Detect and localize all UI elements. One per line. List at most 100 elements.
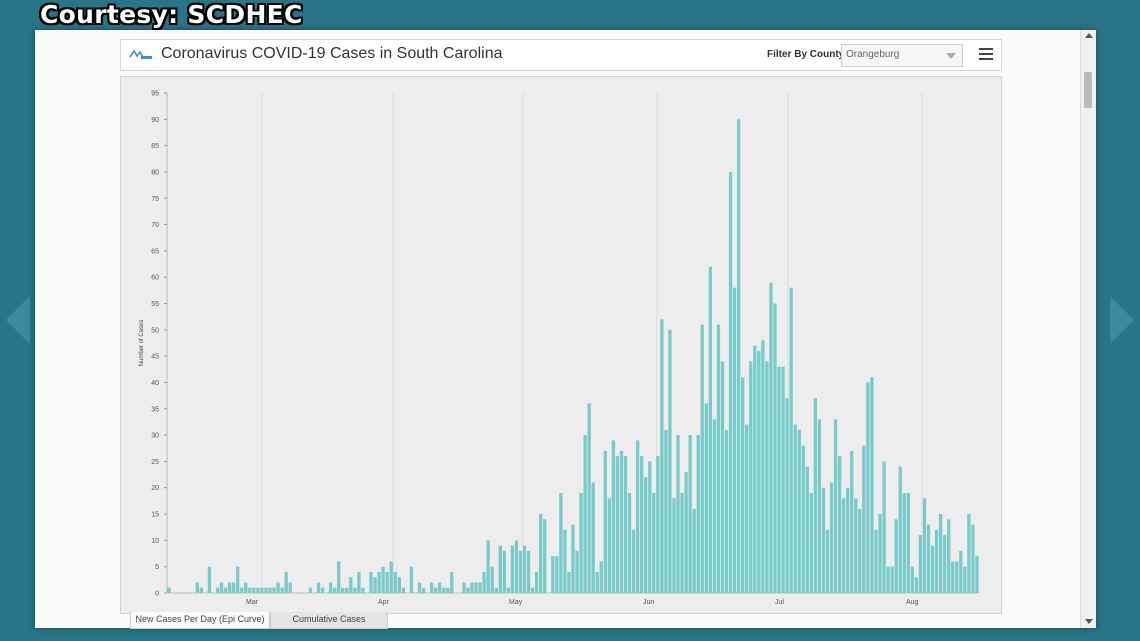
bar[interactable] xyxy=(328,582,333,593)
bar[interactable] xyxy=(510,545,515,593)
bar[interactable] xyxy=(890,566,894,593)
bar[interactable] xyxy=(858,508,862,593)
bar[interactable] xyxy=(623,456,628,593)
bar[interactable] xyxy=(854,498,858,593)
bar[interactable] xyxy=(773,303,777,593)
bar[interactable] xyxy=(539,514,543,593)
bar[interactable] xyxy=(373,577,377,593)
bar[interactable] xyxy=(947,519,951,593)
bar[interactable] xyxy=(381,566,385,593)
bar[interactable] xyxy=(801,445,805,593)
bar[interactable] xyxy=(429,582,434,593)
bar[interactable] xyxy=(341,587,345,593)
bar[interactable] xyxy=(656,456,660,593)
bar[interactable] xyxy=(308,587,313,593)
bar[interactable] xyxy=(757,350,761,593)
bar[interactable] xyxy=(397,577,401,593)
bar[interactable] xyxy=(486,540,490,593)
bar[interactable] xyxy=(745,424,749,593)
bar[interactable] xyxy=(288,582,292,593)
bar[interactable] xyxy=(894,519,898,593)
bar[interactable] xyxy=(898,466,902,593)
bar[interactable] xyxy=(785,398,789,593)
bar[interactable] xyxy=(494,587,498,593)
bar[interactable] xyxy=(837,456,842,593)
bar[interactable] xyxy=(611,440,616,593)
bar[interactable] xyxy=(215,587,220,593)
bar[interactable] xyxy=(421,587,426,593)
bar[interactable] xyxy=(442,587,446,593)
bar[interactable] xyxy=(934,529,939,593)
bar[interactable] xyxy=(478,582,482,593)
bar[interactable] xyxy=(684,471,688,593)
bar[interactable] xyxy=(833,419,838,593)
bar[interactable] xyxy=(219,582,224,593)
bar[interactable] xyxy=(910,566,914,593)
bar[interactable] xyxy=(345,587,349,593)
bar[interactable] xyxy=(874,529,878,593)
bar[interactable] xyxy=(825,529,830,593)
bar[interactable] xyxy=(809,493,814,593)
bar[interactable] xyxy=(227,582,232,593)
bar[interactable] xyxy=(462,582,466,593)
tab-cumulative-cases[interactable]: Cumulative Cases xyxy=(270,612,388,629)
hamburger-menu-icon[interactable] xyxy=(979,48,993,61)
bar[interactable] xyxy=(563,529,567,593)
bar[interactable] xyxy=(272,587,276,593)
bar[interactable] xyxy=(724,429,729,593)
bar[interactable] xyxy=(882,461,886,593)
bar[interactable] xyxy=(260,587,264,593)
bar[interactable] xyxy=(534,571,539,593)
bar[interactable] xyxy=(963,566,967,593)
bar[interactable] xyxy=(417,582,422,593)
bar[interactable] xyxy=(583,435,587,593)
bar[interactable] xyxy=(252,587,256,593)
bar[interactable] xyxy=(369,571,373,593)
bar[interactable] xyxy=(607,498,612,593)
bar[interactable] xyxy=(765,361,769,593)
bar[interactable] xyxy=(482,571,486,593)
bar[interactable] xyxy=(587,403,591,593)
bar[interactable] xyxy=(490,566,494,593)
bar[interactable] xyxy=(813,398,818,593)
bar[interactable] xyxy=(914,577,919,593)
bar[interactable] xyxy=(728,171,733,593)
bar[interactable] xyxy=(640,456,644,593)
bar[interactable] xyxy=(692,508,696,593)
bar[interactable] xyxy=(761,340,765,593)
bar[interactable] xyxy=(708,266,713,593)
bar[interactable] xyxy=(195,582,199,593)
bar[interactable] xyxy=(256,587,260,593)
bar[interactable] xyxy=(518,550,523,593)
bar[interactable] xyxy=(631,529,636,593)
bar[interactable] xyxy=(959,550,963,593)
bar[interactable] xyxy=(438,582,442,593)
bar[interactable] xyxy=(777,366,781,593)
bar[interactable] xyxy=(704,403,708,593)
bar[interactable] xyxy=(938,514,943,593)
bar[interactable] xyxy=(732,287,737,593)
bar[interactable] xyxy=(502,550,506,593)
bar[interactable] xyxy=(284,571,288,593)
bar[interactable] xyxy=(446,587,450,593)
bar[interactable] xyxy=(575,550,579,593)
bar[interactable] xyxy=(615,456,620,593)
bar[interactable] xyxy=(236,566,240,593)
bar[interactable] xyxy=(579,493,583,593)
bar[interactable] xyxy=(870,377,874,593)
bar[interactable] xyxy=(320,587,325,593)
bar[interactable] xyxy=(805,466,809,593)
bar[interactable] xyxy=(862,445,866,593)
bar[interactable] xyxy=(821,487,826,593)
bar[interactable] xyxy=(652,493,656,593)
bar[interactable] xyxy=(829,482,834,593)
bar[interactable] xyxy=(506,587,511,593)
scroll-down-icon[interactable] xyxy=(1085,619,1093,624)
bar[interactable] xyxy=(688,435,692,593)
bar[interactable] xyxy=(930,545,935,593)
bar[interactable] xyxy=(918,535,923,593)
scroll-thumb[interactable] xyxy=(1084,72,1092,108)
bar[interactable] xyxy=(644,477,648,593)
bar[interactable] xyxy=(466,587,470,593)
bar[interactable] xyxy=(749,361,753,593)
